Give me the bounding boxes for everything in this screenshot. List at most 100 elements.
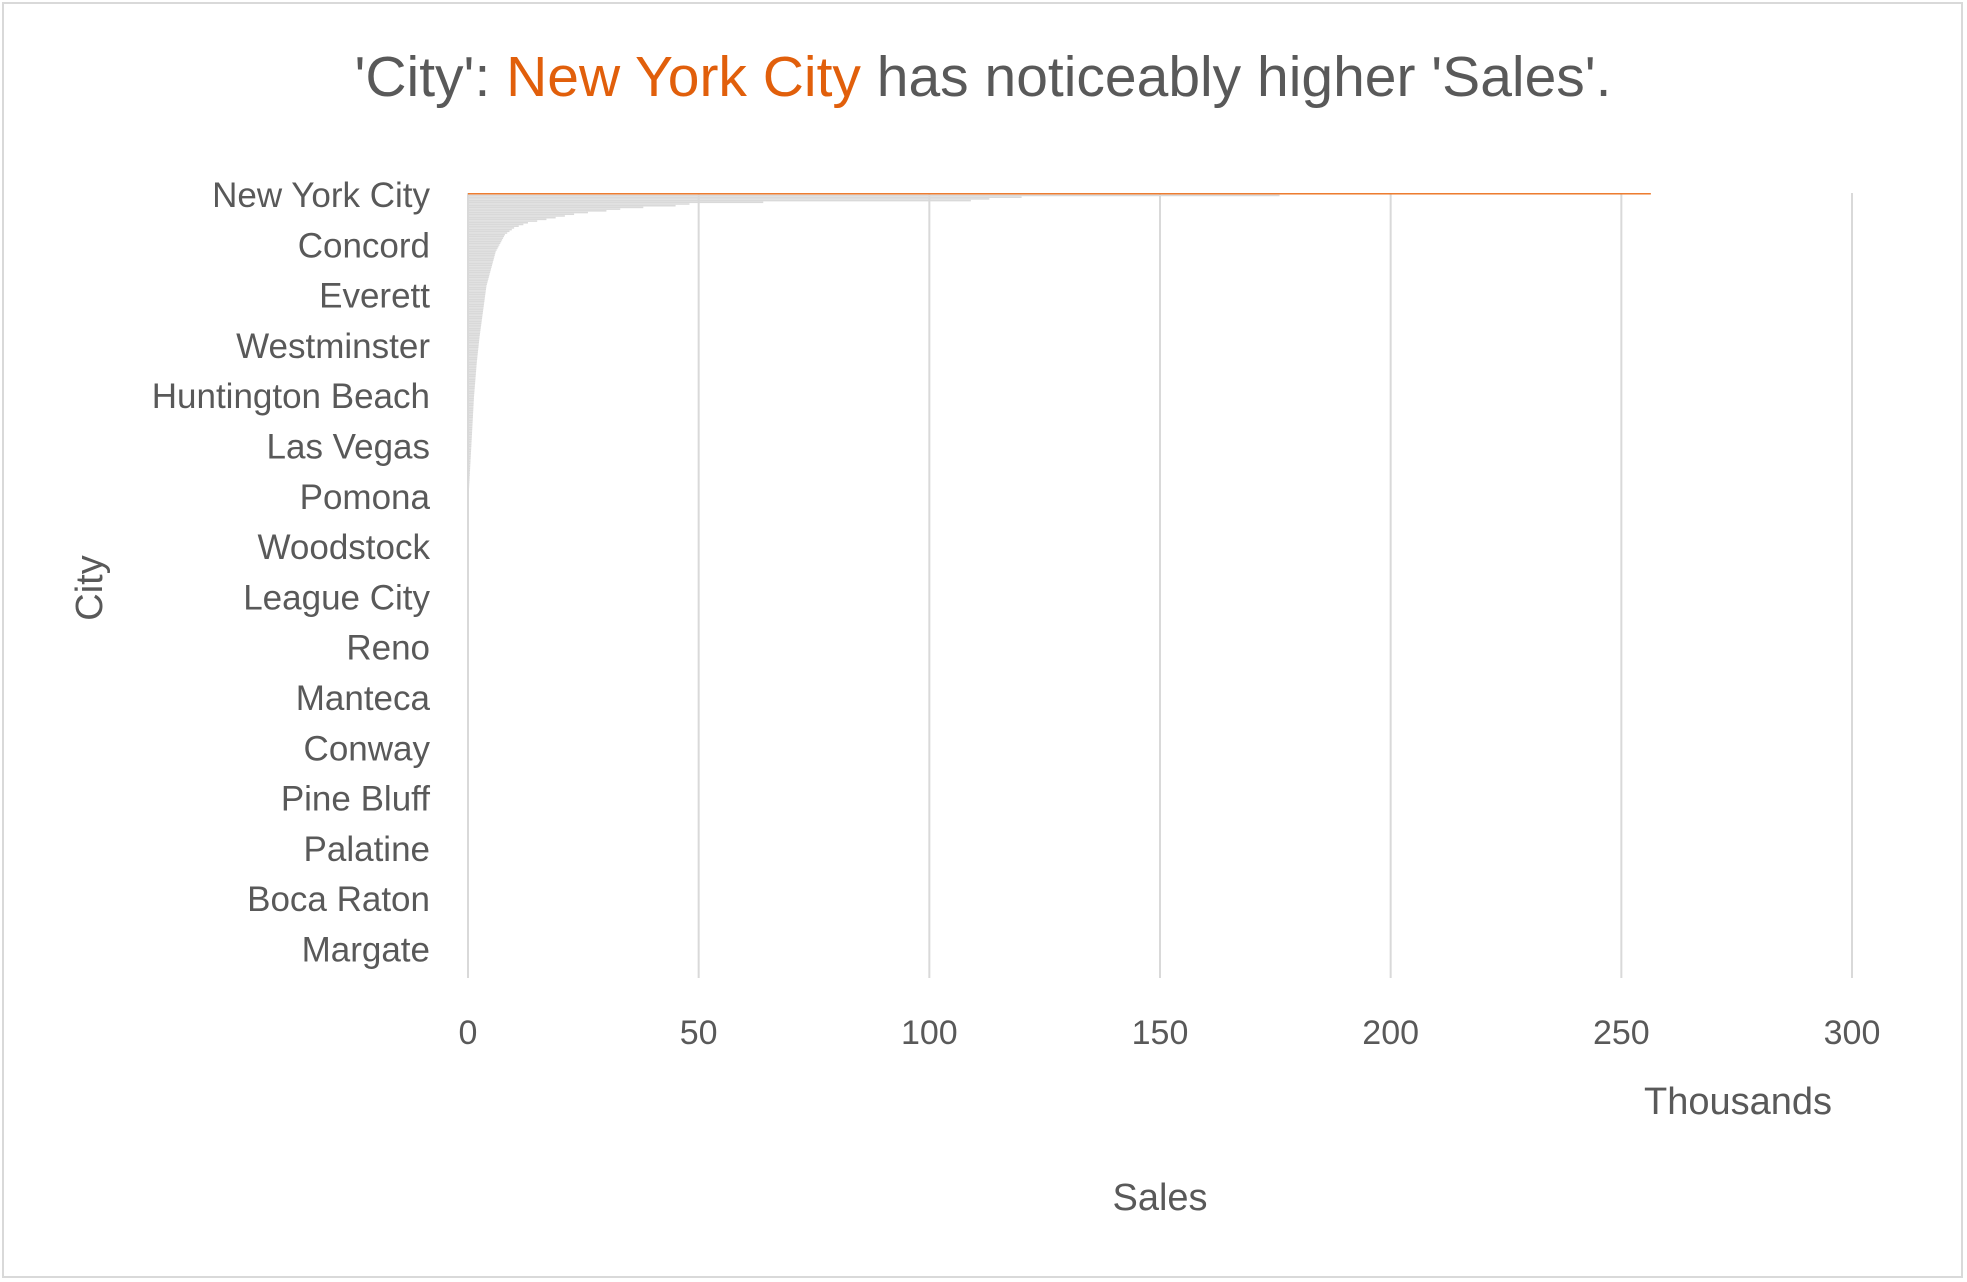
- bar: [468, 199, 971, 202]
- bar: [468, 204, 676, 207]
- bar: [468, 344, 479, 347]
- bar: [468, 404, 474, 407]
- bar: [468, 276, 489, 279]
- bar: [468, 252, 496, 255]
- x-axis-label: Sales: [1112, 1177, 1207, 1219]
- bar: [468, 503, 469, 506]
- bar: [468, 358, 478, 361]
- bar: [468, 421, 473, 424]
- x-tick-label: 200: [1362, 1014, 1419, 1052]
- bar: [468, 256, 495, 258]
- category-label: Margate: [302, 931, 430, 970]
- category-label: Everett: [319, 277, 430, 316]
- bar: [468, 341, 479, 344]
- bar: [468, 372, 476, 374]
- bar: [468, 203, 690, 205]
- bar: [468, 222, 528, 224]
- bar: [468, 307, 484, 309]
- category-label: Conway: [304, 729, 431, 768]
- x-tick-label: 250: [1593, 1014, 1650, 1052]
- bar: [468, 303, 484, 306]
- bar: [468, 230, 510, 233]
- bar: [468, 469, 471, 471]
- bar: [468, 481, 470, 483]
- bar: [468, 235, 504, 238]
- category-label: Boca Raton: [247, 880, 430, 919]
- bar: [468, 280, 488, 282]
- bar: [468, 225, 519, 227]
- bar: [468, 408, 474, 410]
- bar: [468, 428, 473, 431]
- y-axis-label: City: [69, 555, 111, 620]
- bar: [468, 370, 477, 373]
- bar: [468, 440, 472, 442]
- bar: [468, 291, 486, 294]
- bar: [468, 247, 498, 250]
- bar: [468, 498, 469, 501]
- bar: [468, 493, 469, 495]
- bar: [468, 375, 476, 378]
- bar: [468, 314, 483, 316]
- bar: [468, 288, 486, 291]
- bar: [468, 450, 472, 453]
- bar: [468, 483, 470, 485]
- bar: [468, 438, 472, 441]
- bar: [468, 471, 470, 473]
- bar-highlight: [468, 193, 1651, 195]
- bar: [468, 365, 477, 367]
- bar: [468, 329, 481, 332]
- category-label: Woodstock: [258, 528, 431, 567]
- gridlines: [467, 193, 1853, 978]
- bar: [468, 332, 480, 335]
- bar: [468, 198, 990, 200]
- bar: [468, 510, 469, 512]
- title-part-2: has noticeably higher 'Sales'.: [861, 45, 1612, 109]
- bar: [468, 486, 470, 489]
- bar: [468, 327, 481, 330]
- bar: [468, 442, 472, 444]
- bar: [468, 397, 474, 400]
- bar: [468, 273, 490, 275]
- bar: [468, 324, 482, 326]
- bar: [468, 425, 473, 427]
- bar: [468, 298, 485, 301]
- bar: [468, 513, 469, 516]
- bar: [468, 259, 494, 262]
- x-tick-label: 150: [1132, 1014, 1189, 1052]
- bar: [468, 389, 475, 391]
- bar: [468, 479, 470, 482]
- bar: [468, 249, 497, 251]
- bar: [468, 244, 500, 246]
- bar: [468, 351, 478, 354]
- bar: [468, 452, 471, 454]
- bar: [468, 201, 764, 204]
- bar: [468, 433, 472, 436]
- bar: [468, 363, 477, 366]
- x-tick-label: 100: [901, 1014, 958, 1052]
- chart-title: 'City': New York City has noticeably hig…: [355, 45, 1612, 109]
- category-label: Westminster: [236, 327, 430, 366]
- category-label: Pomona: [300, 478, 431, 517]
- bar: [468, 406, 474, 408]
- bar: [468, 501, 469, 504]
- bar: [468, 257, 494, 260]
- bar: [468, 216, 556, 219]
- bar: [468, 413, 474, 415]
- bar: [468, 507, 469, 509]
- bar: [468, 394, 475, 396]
- bar: [468, 315, 483, 318]
- bar: [468, 220, 538, 222]
- bar: [468, 302, 485, 304]
- bar: [468, 392, 475, 395]
- bar: [468, 223, 524, 226]
- bar: [468, 401, 474, 403]
- bar: [468, 194, 1280, 197]
- bar: [468, 484, 470, 487]
- bar: [468, 261, 493, 263]
- category-label: Concord: [298, 226, 430, 265]
- bar: [468, 233, 505, 236]
- x-tick-labels: 0 50 100 150 200 250 300: [459, 1014, 1881, 1052]
- bar: [468, 254, 495, 256]
- bar: [468, 360, 477, 362]
